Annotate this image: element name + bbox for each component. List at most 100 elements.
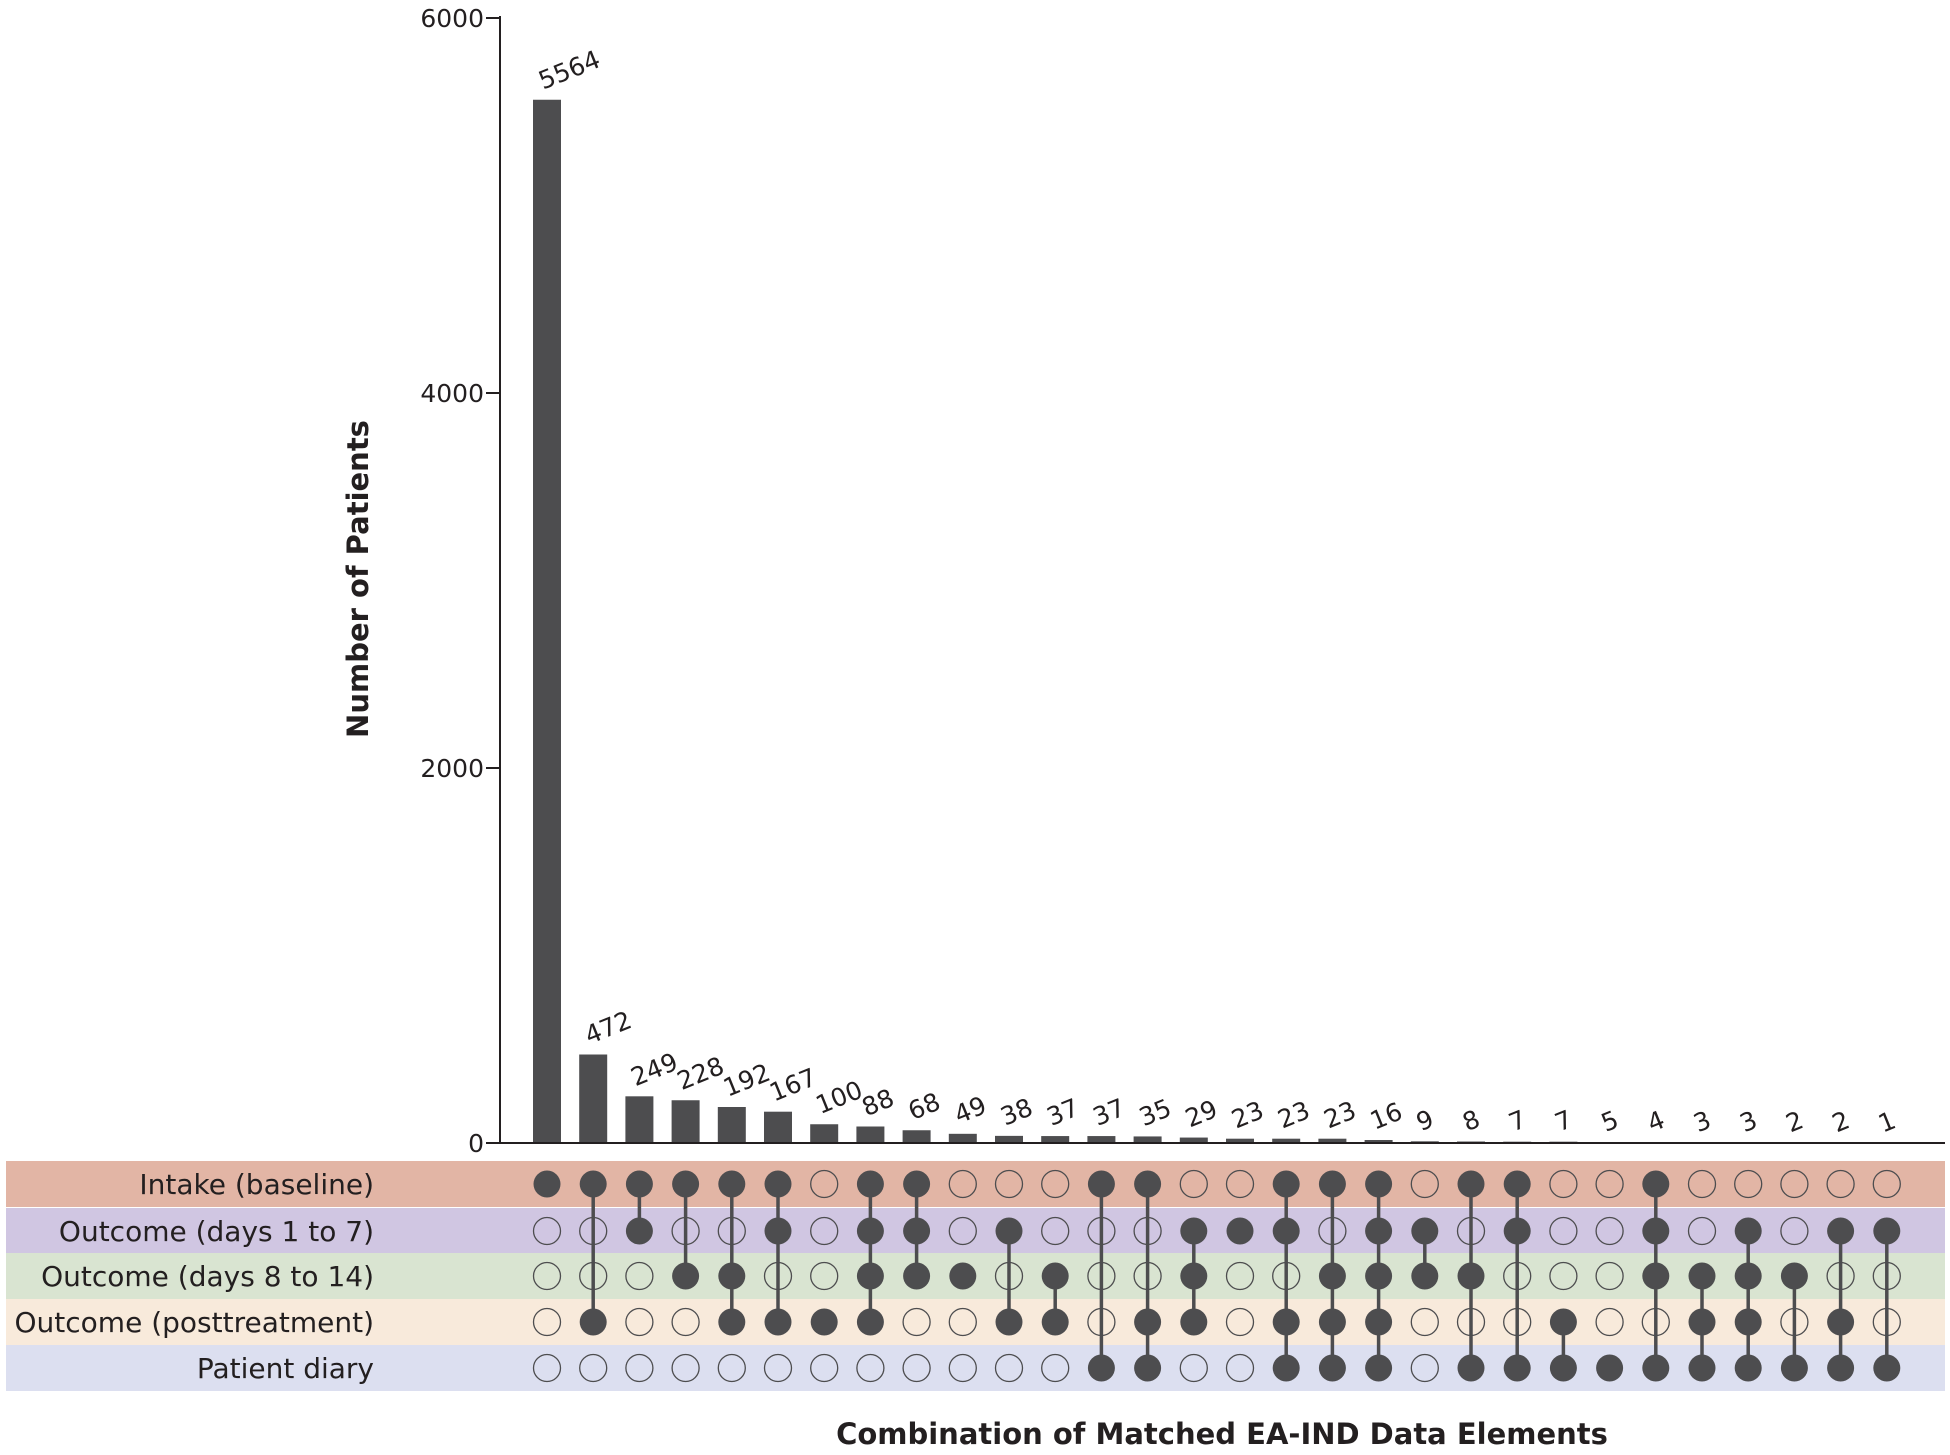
matrix-dot-empty bbox=[810, 1216, 839, 1246]
matrix-dot-filled bbox=[1734, 1217, 1762, 1245]
matrix-dot-empty bbox=[579, 1261, 608, 1291]
set-labels-layer: Intake (baseline) Outcome (days 1 to 7) Ou… bbox=[15, 1168, 374, 1385]
matrix-dot-filled bbox=[1318, 1354, 1346, 1382]
matrix-dot-empty bbox=[1087, 1216, 1116, 1246]
matrix-dot-empty bbox=[625, 1353, 654, 1383]
x-axis-title: Combination of Matched EA-IND Data Eleme… bbox=[836, 1417, 1608, 1451]
bar-value-label: 4 bbox=[1643, 1105, 1669, 1138]
set-label: Intake (baseline) bbox=[139, 1168, 374, 1201]
bar bbox=[671, 1100, 700, 1143]
bar-value-label: 2 bbox=[1782, 1105, 1808, 1138]
set-row-band bbox=[6, 1299, 1945, 1345]
matrix-dot-empty bbox=[671, 1216, 700, 1246]
matrix-dot-filled bbox=[1457, 1354, 1485, 1382]
matrix-dot-empty bbox=[856, 1353, 885, 1383]
matrix-dot-filled bbox=[903, 1217, 931, 1245]
matrix-dot-filled bbox=[856, 1217, 884, 1245]
bar bbox=[1364, 1140, 1393, 1143]
bar bbox=[902, 1130, 931, 1143]
matrix-dot-filled bbox=[1549, 1308, 1577, 1336]
y-tick-label: 2000 bbox=[420, 754, 484, 783]
y-tick-label: 6000 bbox=[420, 4, 484, 33]
bar bbox=[856, 1126, 885, 1143]
matrix-dot-empty bbox=[902, 1353, 931, 1383]
bar-value-label: 472 bbox=[581, 1005, 636, 1050]
set-label: Outcome (days 1 to 7) bbox=[59, 1215, 374, 1248]
matrix-dot-filled bbox=[1134, 1354, 1162, 1382]
bar-value-label: 37 bbox=[1089, 1093, 1129, 1132]
matrix-dot-filled bbox=[672, 1262, 700, 1290]
matrix-dot-filled bbox=[1642, 1170, 1670, 1198]
matrix-dot-filled bbox=[764, 1217, 792, 1245]
matrix-dot-filled bbox=[718, 1308, 746, 1336]
matrix-dot-empty bbox=[532, 1216, 562, 1246]
bar-value-label: 7 bbox=[1505, 1104, 1531, 1137]
matrix-dot-filled bbox=[1041, 1262, 1069, 1290]
matrix-dot-empty bbox=[1179, 1353, 1208, 1383]
matrix-dot-filled bbox=[1180, 1308, 1208, 1336]
matrix-dot-empty bbox=[948, 1353, 977, 1383]
bar bbox=[1179, 1137, 1208, 1143]
bar bbox=[625, 1096, 654, 1143]
bar-value-label: 37 bbox=[1043, 1093, 1083, 1132]
bar-value-label: 167 bbox=[765, 1062, 820, 1107]
matrix-dot-filled bbox=[1272, 1354, 1300, 1382]
matrix-dot-empty bbox=[1318, 1216, 1347, 1246]
bar-value-label: 5 bbox=[1597, 1105, 1623, 1138]
bar bbox=[1041, 1136, 1070, 1143]
matrix-dot-empty bbox=[763, 1261, 793, 1291]
matrix-dot-filled bbox=[1318, 1262, 1346, 1290]
set-label: Outcome (days 8 to 14) bbox=[41, 1260, 374, 1293]
matrix-dot-empty bbox=[948, 1216, 977, 1246]
matrix-dot-empty bbox=[1872, 1169, 1901, 1199]
matrix-dot-filled bbox=[1041, 1308, 1069, 1336]
bar-value-label: 16 bbox=[1366, 1097, 1406, 1136]
matrix-dot-filled bbox=[1596, 1354, 1624, 1382]
bar-value-label: 35 bbox=[1135, 1093, 1175, 1132]
matrix-dot-filled bbox=[1134, 1170, 1162, 1198]
matrix-dot-empty bbox=[948, 1169, 977, 1199]
matrix-dot-empty bbox=[994, 1353, 1024, 1383]
matrix-dot-filled bbox=[672, 1170, 700, 1198]
matrix-dot-filled bbox=[533, 1170, 561, 1198]
matrix-dot-filled bbox=[949, 1262, 977, 1290]
matrix-dot-filled bbox=[1734, 1262, 1762, 1290]
matrix-dot-filled bbox=[625, 1217, 653, 1245]
matrix-dot-empty bbox=[1087, 1261, 1116, 1291]
matrix-dot-filled bbox=[1642, 1354, 1670, 1382]
bar bbox=[1318, 1138, 1347, 1143]
matrix-dot-empty bbox=[1826, 1261, 1855, 1291]
matrix-dot-filled bbox=[1503, 1170, 1531, 1198]
matrix-dot-empty bbox=[1780, 1216, 1809, 1246]
matrix-dot-filled bbox=[1457, 1262, 1485, 1290]
y-tick-label: 4000 bbox=[420, 379, 484, 408]
matrix-dot-filled bbox=[1272, 1308, 1300, 1336]
matrix-dot-empty bbox=[1225, 1353, 1255, 1383]
matrix-dot-filled bbox=[1272, 1170, 1300, 1198]
matrix-dot-filled bbox=[1180, 1217, 1208, 1245]
matrix-dot-filled bbox=[579, 1170, 607, 1198]
matrix-dot-filled bbox=[1873, 1354, 1901, 1382]
matrix-dot-filled bbox=[1827, 1217, 1855, 1245]
matrix-dot-empty bbox=[810, 1261, 839, 1291]
matrix-dot-empty bbox=[1087, 1307, 1116, 1337]
matrix-dot-empty bbox=[625, 1307, 654, 1337]
matrix-dot-empty bbox=[625, 1261, 654, 1291]
matrix-dot-filled bbox=[1318, 1308, 1346, 1336]
bar bbox=[764, 1111, 792, 1143]
bar-value-label: 23 bbox=[1274, 1095, 1314, 1134]
matrix-dot-empty bbox=[1549, 1216, 1578, 1246]
bar-value-label: 1 bbox=[1874, 1106, 1900, 1139]
matrix-dot-filled bbox=[1365, 1170, 1393, 1198]
matrix-dot-empty bbox=[1456, 1307, 1486, 1337]
bar bbox=[1133, 1136, 1162, 1143]
matrix-dot-empty bbox=[763, 1353, 793, 1383]
matrix-dot-filled bbox=[718, 1262, 746, 1290]
matrix-dot-filled bbox=[1827, 1354, 1855, 1382]
matrix-dot-filled bbox=[1688, 1308, 1716, 1336]
matrix-dot-empty bbox=[671, 1353, 700, 1383]
matrix-dot-empty bbox=[1410, 1169, 1439, 1199]
matrix-dot-filled bbox=[1365, 1217, 1393, 1245]
matrix-dot-empty bbox=[1410, 1353, 1439, 1383]
bar bbox=[579, 1054, 608, 1143]
